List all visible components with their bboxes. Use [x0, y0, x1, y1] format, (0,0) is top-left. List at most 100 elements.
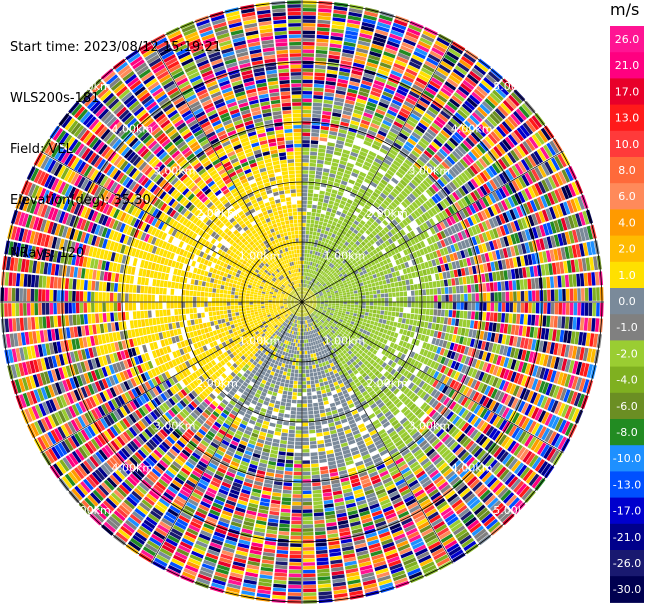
velocity-gate: [425, 282, 430, 289]
velocity-gate: [331, 209, 337, 214]
velocity-gate: [466, 73, 479, 85]
velocity-gate: [311, 278, 314, 282]
velocity-gate: [315, 247, 320, 252]
velocity-gate: [330, 254, 335, 260]
velocity-gate: [366, 188, 374, 195]
velocity-gate: [419, 96, 431, 106]
velocity-gate: [294, 460, 302, 464]
velocity-gate: [317, 282, 321, 286]
velocity-gate: [447, 278, 452, 286]
velocity-gate: [326, 73, 338, 79]
velocity-gate: [372, 236, 378, 243]
velocity-gate: [577, 302, 581, 316]
velocity-gate: [462, 156, 472, 166]
velocity-gate: [344, 142, 353, 148]
velocity-gate: [459, 310, 464, 319]
velocity-gate: [300, 335, 302, 340]
velocity-gate: [306, 268, 309, 273]
velocity-gate: [303, 577, 316, 581]
velocity-gate: [323, 96, 334, 101]
velocity-gate: [338, 228, 343, 234]
velocity-gate: [320, 466, 328, 471]
velocity-gate: [294, 456, 302, 461]
velocity-gate: [305, 287, 307, 292]
velocity-gate: [434, 181, 443, 190]
velocity-gate: [414, 161, 423, 170]
velocity-gate: [497, 312, 502, 323]
velocity-gate: [310, 273, 313, 278]
velocity-gate: [437, 295, 442, 302]
velocity-gate: [303, 287, 305, 291]
velocity-gate: [329, 216, 334, 221]
velocity-gate: [302, 8, 317, 12]
velocity-gate: [371, 143, 380, 151]
velocity-gate: [312, 283, 315, 287]
velocity-gate: [496, 126, 507, 138]
velocity-gate: [343, 297, 347, 300]
velocity-gate: [415, 302, 419, 308]
velocity-gate: [310, 292, 314, 296]
velocity-gate: [310, 282, 313, 286]
velocity-gate: [415, 143, 425, 152]
velocity-gate: [304, 291, 307, 296]
velocity-gate: [339, 160, 347, 166]
velocity-gate: [446, 101, 458, 111]
velocity-gate: [289, 558, 302, 563]
velocity-gate: [302, 64, 314, 69]
velocity-gate: [392, 302, 396, 307]
velocity-gate: [426, 57, 439, 67]
velocity-gate: [375, 218, 382, 225]
velocity-gate: [325, 372, 330, 377]
velocity-gate: [345, 311, 350, 315]
velocity-gate: [339, 302, 344, 304]
velocity-gate: [277, 458, 285, 463]
velocity-gate: [302, 45, 315, 50]
velocity-gate: [348, 8, 363, 14]
velocity-gate: [350, 151, 359, 158]
velocity-gate: [314, 280, 318, 284]
velocity-gate: [395, 185, 403, 193]
velocity-gate: [351, 302, 355, 305]
velocity-gate: [309, 369, 313, 373]
velocity-gate: [302, 242, 305, 246]
velocity-gate: [331, 270, 336, 275]
velocity-gate: [371, 214, 378, 221]
velocity-gate: [322, 271, 326, 276]
velocity-gate: [320, 385, 326, 391]
velocity-gate: [407, 64, 420, 73]
velocity-gate: [310, 444, 317, 449]
velocity-gate: [304, 291, 306, 295]
velocity-gate: [383, 158, 392, 166]
velocity-gate: [308, 174, 315, 179]
velocity-gate: [315, 428, 323, 433]
velocity-gate: [447, 317, 452, 325]
velocity-gate: [460, 302, 464, 310]
velocity-gate: [303, 335, 306, 340]
velocity-gate: [282, 394, 287, 399]
velocity-gate: [302, 109, 312, 114]
velocity-gate: [325, 77, 337, 82]
velocity-gate: [335, 303, 340, 306]
velocity-gate: [346, 22, 360, 29]
velocity-gate: [317, 579, 331, 585]
velocity-gate: [270, 503, 281, 508]
velocity-gate: [333, 217, 339, 223]
velocity-gate: [369, 291, 373, 295]
velocity-gate: [329, 173, 336, 178]
velocity-gate: [376, 272, 381, 278]
velocity-gate: [315, 542, 327, 547]
velocity-gate: [410, 57, 423, 67]
velocity-gate: [411, 54, 425, 63]
velocity-gate: [341, 196, 348, 202]
velocity-gate: [353, 109, 363, 116]
velocity-gate: [320, 473, 330, 478]
velocity-gate: [372, 161, 381, 168]
velocity-gate: [441, 145, 451, 155]
velocity-gate: [289, 554, 302, 559]
velocity-gate: [437, 302, 442, 309]
velocity-gate: [431, 122, 442, 132]
velocity-gate: [291, 524, 302, 529]
velocity-gate: [443, 186, 451, 195]
velocity-gate: [292, 392, 297, 396]
velocity-gate: [399, 221, 406, 229]
